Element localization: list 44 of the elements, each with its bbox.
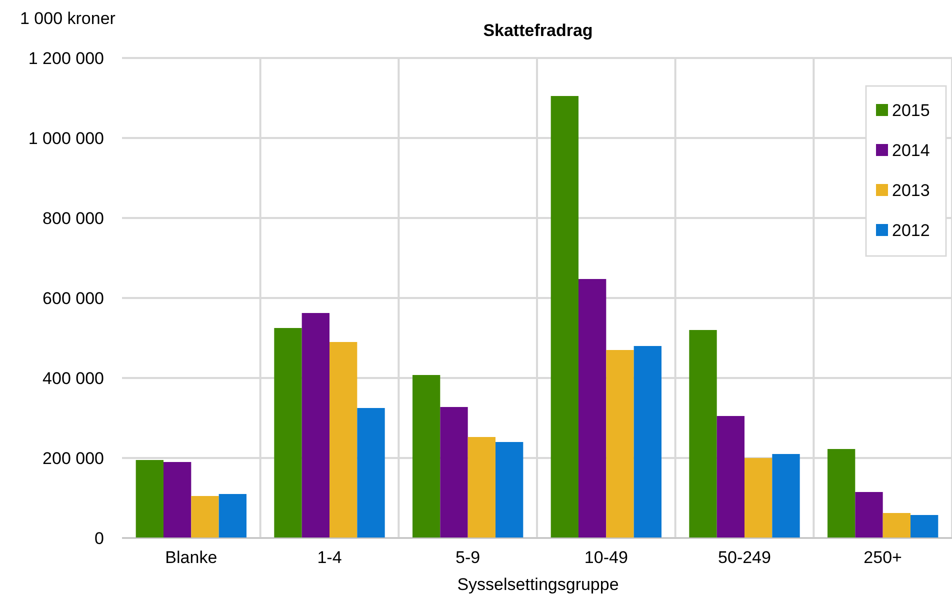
bar [218, 494, 246, 538]
y-tick-label: 800 000 [42, 208, 104, 228]
x-tick-label: Blanke [165, 548, 218, 567]
bar [330, 342, 358, 538]
bar [855, 492, 883, 538]
bar [716, 416, 744, 538]
y-tick-label: 1 200 000 [28, 48, 104, 68]
bar [468, 437, 496, 538]
legend-label: 2015 [892, 100, 930, 120]
y-tick-label: 1 000 000 [28, 128, 104, 148]
bar [136, 460, 164, 538]
bar [302, 313, 330, 538]
x-tick-label: 10-49 [584, 548, 628, 567]
chart-title: Skattefradrag [483, 21, 593, 40]
bar [440, 407, 468, 538]
bar [689, 330, 717, 538]
y-tick-label: 200 000 [42, 448, 104, 468]
legend-label: 2012 [892, 220, 930, 240]
bar [828, 449, 856, 538]
bar [357, 408, 385, 538]
y-axis-title: 1 000 kroner [20, 9, 116, 28]
bar [910, 515, 938, 538]
x-tick-label: 1-4 [317, 548, 342, 567]
bar [882, 513, 910, 538]
bar [634, 346, 662, 538]
bar [496, 442, 524, 538]
bar [550, 96, 578, 538]
x-tick-label: 5-9 [456, 548, 480, 567]
x-axis-title: Sysselsettingsgruppe [457, 575, 619, 594]
y-tick-label: 400 000 [42, 368, 104, 388]
bar [772, 454, 800, 538]
y-tick-label: 600 000 [42, 288, 104, 308]
bar [744, 458, 772, 538]
y-tick-label: 0 [94, 528, 104, 548]
bar [606, 350, 634, 538]
bar [578, 279, 606, 538]
legend-label: 2013 [892, 180, 930, 200]
bar [274, 328, 302, 538]
bar [412, 375, 440, 538]
bar [191, 496, 219, 538]
bar [164, 462, 192, 538]
x-tick-label: 50-249 [718, 548, 771, 567]
x-tick-label: 250+ [864, 548, 902, 567]
legend-label: 2014 [892, 140, 930, 160]
